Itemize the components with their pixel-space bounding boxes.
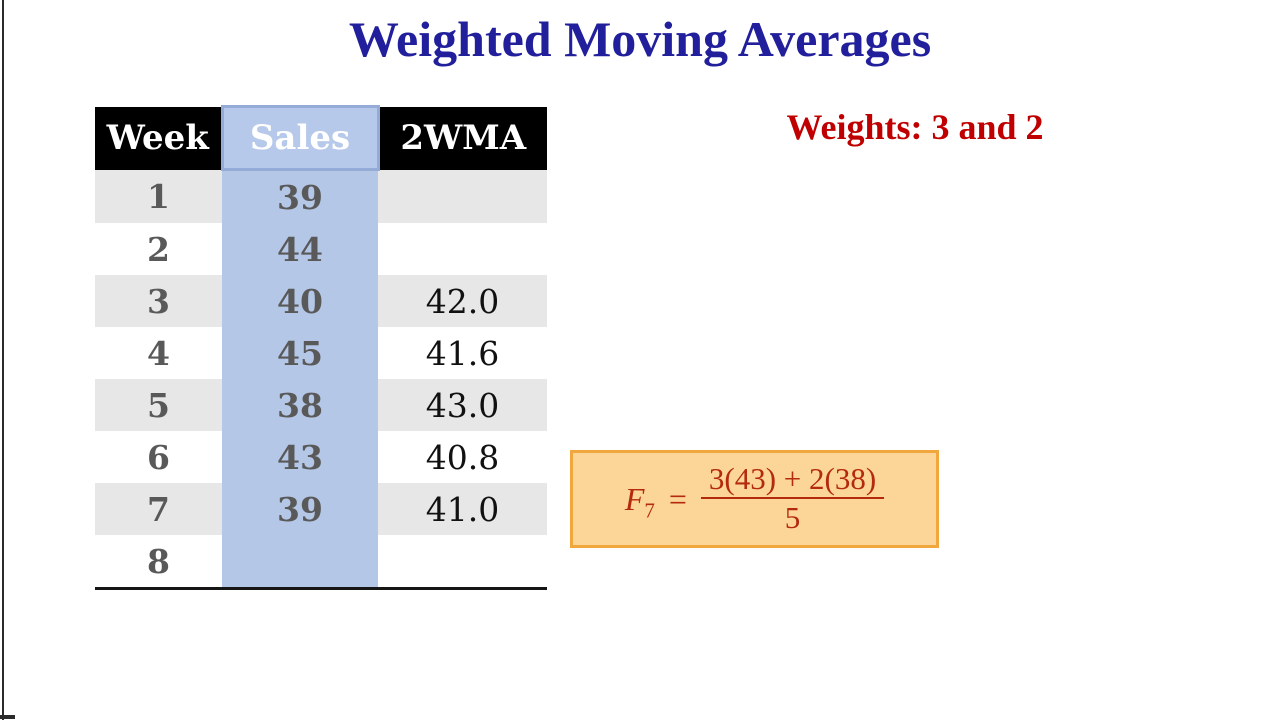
wma-cell [378,223,547,275]
sales-cell: 39 [222,483,378,535]
weights-label: Weights: 3 and 2 [786,107,1044,147]
wma-cell [378,535,547,589]
wma-cell: 41.0 [378,483,547,535]
column-header-week: Week [95,106,222,170]
slide-left-border-line [2,0,4,720]
formula-fraction: 3(43) + 2(38) 5 [700,461,885,536]
column-header-sales: Sales [220,105,380,171]
week-cell: 1 [95,169,222,223]
sales-cell [222,535,378,589]
wma-cell [378,169,547,223]
formula-lhs: F7 [624,480,655,521]
week-cell: 2 [95,223,222,275]
fraction-numerator: 3(43) + 2(38) [708,461,877,497]
wma-table: Week Sales 2WMA 1 39 2 44 3 40 42.0 [95,105,547,590]
formula-symbol-F: F [624,480,645,517]
sales-cell: 43 [222,431,378,483]
column-header-2wma: 2WMA [378,106,547,170]
sales-cell: 39 [222,169,378,223]
table-row: 2 44 [95,223,547,275]
wma-cell: 40.8 [378,431,547,483]
wma-cell: 42.0 [378,275,547,327]
formula-equals-sign: = [668,480,687,517]
week-cell: 4 [95,327,222,379]
fraction-bar [700,496,885,500]
formula-subscript: 7 [644,497,655,522]
table-row: 7 39 41.0 [95,483,547,535]
sales-cell: 38 [222,379,378,431]
fraction-denominator: 5 [784,500,801,536]
slide-bottom-left-corner-mark [0,715,15,719]
week-cell: 5 [95,379,222,431]
week-cell: 6 [95,431,222,483]
sales-cell: 40 [222,275,378,327]
week-cell: 8 [95,535,222,589]
table-row: 1 39 [95,169,547,223]
table-header-row: Week Sales 2WMA [95,105,547,171]
table-row: 5 38 43.0 [95,379,547,431]
table-row: 4 45 41.6 [95,327,547,379]
table-row: 6 43 40.8 [95,431,547,483]
wma-cell: 43.0 [378,379,547,431]
wma-cell: 41.6 [378,327,547,379]
sales-cell: 45 [222,327,378,379]
sales-cell: 44 [222,223,378,275]
page-title: Weighted Moving Averages [348,11,932,67]
week-cell: 7 [95,483,222,535]
forecast-formula-box: F7 = 3(43) + 2(38) 5 [570,450,939,548]
table-row: 8 [95,535,547,589]
week-cell: 3 [95,275,222,327]
table-row: 3 40 42.0 [95,275,547,327]
